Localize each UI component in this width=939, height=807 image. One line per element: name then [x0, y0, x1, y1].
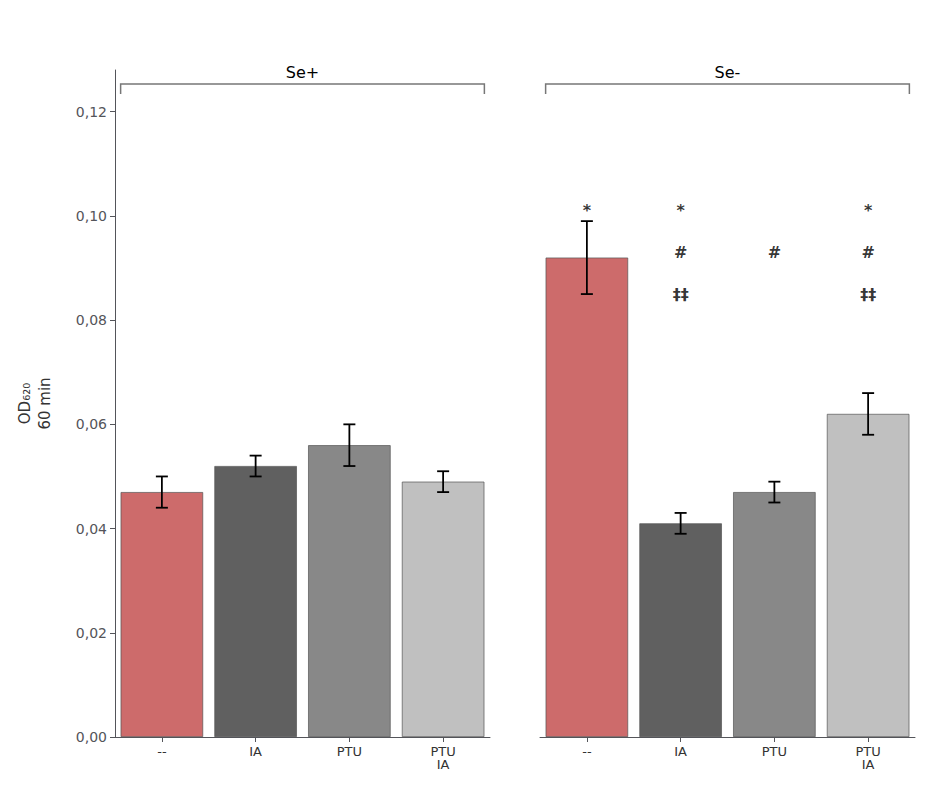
svg-text:‡‡: ‡‡ — [860, 285, 876, 304]
svg-text:IA: IA — [674, 744, 687, 759]
svg-text:PTU: PTU — [337, 744, 362, 759]
svg-text:PTU: PTU — [430, 744, 456, 759]
svg-text:IA: IA — [249, 744, 262, 759]
svg-text:IA: IA — [862, 757, 875, 772]
svg-text:0,06: 0,06 — [76, 416, 107, 432]
svg-text:*: * — [864, 201, 873, 220]
svg-text:0,04: 0,04 — [76, 521, 107, 537]
svg-text:PTU: PTU — [855, 744, 881, 759]
svg-text:--: -- — [157, 744, 167, 759]
svg-text:Se-: Se- — [715, 63, 741, 82]
svg-text:IA: IA — [437, 757, 450, 772]
svg-text:60 min: 60 min — [36, 377, 54, 429]
svg-text:PTU: PTU — [762, 744, 787, 759]
svg-text:OD₆₂₀: OD₆₂₀ — [16, 383, 34, 424]
svg-text:#: # — [674, 243, 687, 262]
svg-text:*: * — [676, 201, 685, 220]
svg-text:0,08: 0,08 — [76, 312, 107, 328]
svg-text:--: -- — [582, 744, 592, 759]
svg-text:Se+: Se+ — [286, 63, 319, 82]
svg-text:0,12: 0,12 — [76, 104, 107, 120]
svg-text:#: # — [861, 243, 874, 262]
svg-text:0,02: 0,02 — [76, 625, 107, 641]
svg-text:*: * — [583, 201, 592, 220]
svg-text:‡‡: ‡‡ — [673, 285, 689, 304]
svg-text:#: # — [768, 243, 781, 262]
svg-text:0,00: 0,00 — [76, 729, 107, 745]
svg-text:0,10: 0,10 — [76, 208, 107, 224]
